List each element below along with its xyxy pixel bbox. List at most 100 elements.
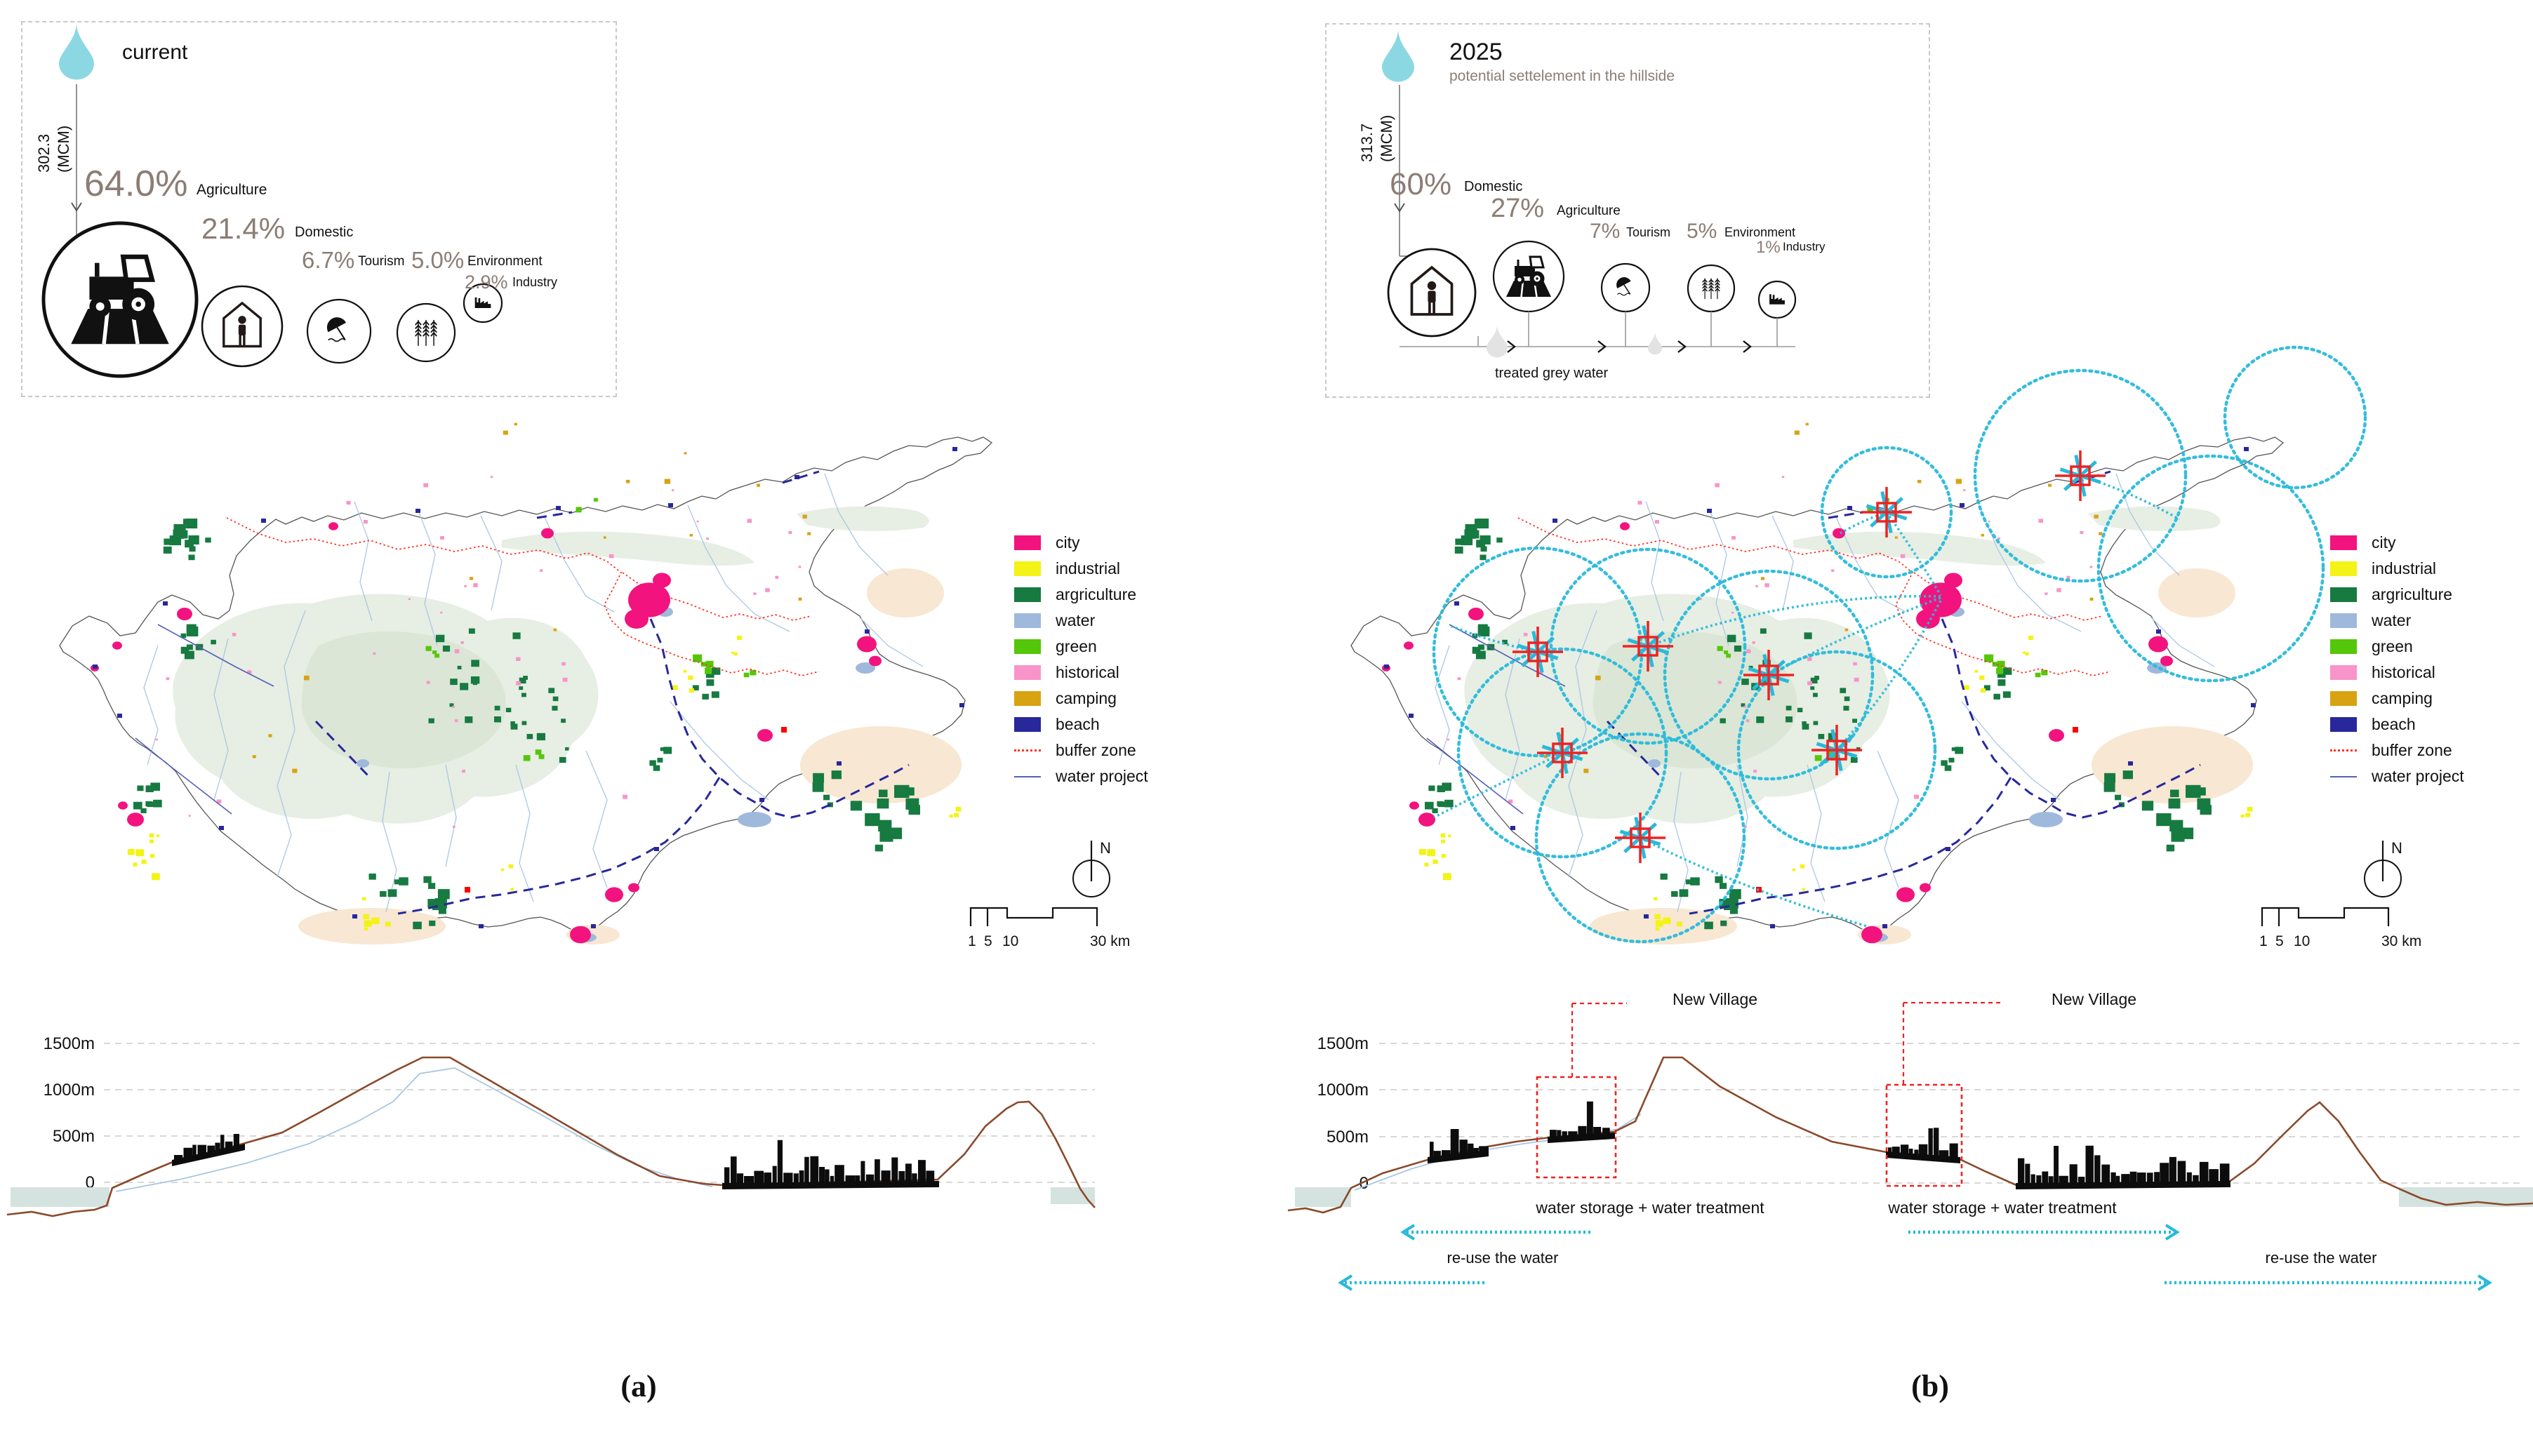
settlement-marker-icon	[1513, 627, 1563, 677]
water-project-lines	[135, 470, 910, 915]
arrow-head-icon	[1338, 1274, 1353, 1291]
usage-label-agriculture: Agriculture	[197, 182, 267, 198]
factory-icon	[1769, 294, 1785, 305]
arrow-head-icon	[1400, 1224, 1416, 1241]
legend-label: city	[2372, 533, 2396, 552]
scalebar-north-a: N 1 5 10 30 km	[968, 839, 1130, 949]
legend-swatch-icon	[1014, 749, 1041, 752]
svg-text:5: 5	[2275, 933, 2284, 949]
scalebar	[2261, 907, 2390, 926]
caption-a: (a)	[620, 1369, 657, 1403]
legend-label: historical	[2372, 663, 2435, 681]
arrow-right-icon	[1677, 340, 1687, 353]
settlement-radius-circles	[1432, 345, 2367, 944]
legend-swatch-icon	[2330, 587, 2357, 602]
legend-swatch-icon	[1014, 691, 1041, 706]
svg-text:30 km: 30 km	[1090, 933, 1130, 949]
legend-item-argriculture: argriculture	[1014, 582, 1148, 608]
legend-label: water project	[2372, 767, 2464, 785]
usage-legend-current: current 302.3 (MCM) 64.0% Agriculture 21.4% Do…	[21, 21, 617, 397]
legend-swatch-icon	[1014, 639, 1041, 654]
settlement-marker-icon	[1615, 813, 1666, 863]
arrow-right-icon	[1743, 340, 1752, 353]
svg-text:30 km: 30 km	[2381, 933, 2421, 949]
settlement-marker-icon	[1743, 650, 1794, 700]
arrow-down-icon	[71, 202, 82, 212]
sea	[11, 1187, 109, 1207]
kyrenia-range	[1793, 531, 2046, 566]
legend-item-beach: beach	[1014, 712, 1148, 737]
coastal-lowland	[298, 568, 962, 944]
legend-swatch-icon	[1014, 535, 1041, 550]
usage-label-environment: Environment	[467, 254, 543, 269]
water-pipeline-line	[1354, 1114, 1642, 1191]
elevation-profile-b: 1500m 1000m 500m 0 New Village New Village wat…	[1287, 990, 2533, 1291]
legend-item-camping: camping	[1014, 686, 1148, 712]
usage-label-environment: Environment	[1724, 225, 1796, 239]
legend-swatch-icon	[1014, 561, 1041, 576]
elevation-label: 500m	[53, 1127, 95, 1146]
settlement-marker-icon	[1811, 725, 1862, 775]
legend-item-city: city	[1014, 530, 1148, 556]
city-skyline	[1888, 1128, 1958, 1159]
city-skyline	[174, 1134, 239, 1162]
legend-item-historical: historical	[1014, 660, 1148, 686]
buffer-zone-line	[226, 517, 820, 676]
usage-amount: 313.7	[1358, 123, 1376, 162]
kyrenia-range	[502, 531, 754, 566]
water-drop-icon	[59, 22, 94, 80]
legend-label: camping	[2372, 689, 2433, 707]
terrain-line	[1287, 1056, 2533, 1214]
water-drop-icon	[1382, 29, 1414, 82]
legend-item-green: green	[1014, 634, 1148, 660]
svg-text:1: 1	[2259, 933, 2268, 949]
legend-item-water-project: water project	[2330, 763, 2464, 789]
legend-item-water-project: water project	[1014, 763, 1148, 789]
cyprus-map-current	[59, 422, 993, 944]
legend-label: argriculture	[2372, 585, 2453, 603]
rivers	[1435, 473, 2215, 913]
grey-drop-icon	[1648, 332, 1662, 355]
new-village-label: New Village	[2052, 990, 2136, 1008]
legend-item-industrial: industrial	[2330, 556, 2464, 582]
legend-item-green: green	[2330, 634, 2464, 660]
usage-pct-industry: 2.9%	[465, 272, 508, 293]
reuse-arrows	[1338, 1224, 2492, 1291]
water-storage-label: water storage + water treatment	[1887, 1198, 2117, 1217]
usage-subtitle: potential settelement in the hillside	[1449, 68, 1675, 84]
treated-grey-water-label: treated grey water	[1495, 366, 1609, 381]
wheat-icon	[1702, 278, 1720, 300]
usage-label-tourism: Tourism	[358, 254, 405, 269]
elevation-label: 1500m	[44, 1034, 95, 1053]
usage-pct-environment: 5%	[1687, 220, 1717, 243]
tractor-icon	[1506, 255, 1551, 298]
legend-swatch-icon	[2330, 613, 2357, 628]
legend-item-historical: historical	[2330, 660, 2464, 686]
usage-label-domestic: Domestic	[1464, 179, 1523, 194]
legend-item-buffer-zone: buffer zone	[1014, 737, 1148, 763]
legend-label: buffer zone	[2372, 741, 2452, 759]
beach-umbrella-icon	[1616, 277, 1631, 296]
usage-label-industry: Industry	[512, 275, 558, 289]
settlement-marker-icon	[1537, 728, 1588, 778]
new-settlement-markers	[1513, 450, 2106, 863]
water-pipeline-line	[115, 1067, 713, 1192]
reuse-water-label: re-use the water	[2266, 1249, 2377, 1267]
legend-label: beach	[1056, 715, 1100, 733]
city-areas	[91, 522, 882, 944]
settlement-marker-icon	[2055, 450, 2106, 501]
usage-pct-tourism: 7%	[1590, 220, 1621, 243]
legend-item-city: city	[2330, 530, 2464, 556]
usage-legend-2025: 2025 potential settelement in the hillsid…	[1325, 23, 1930, 398]
legend-label: green	[1056, 637, 1097, 655]
scalebar	[969, 907, 1098, 926]
legend-swatch-icon	[1014, 587, 1041, 602]
legend-swatch-icon	[2330, 717, 2357, 732]
elevation-label: 0	[1359, 1174, 1369, 1193]
new-village-annotations: New Village New Village	[1536, 990, 2136, 1187]
legend-swatch-icon	[1014, 665, 1041, 680]
svg-text:5: 5	[984, 933, 992, 949]
